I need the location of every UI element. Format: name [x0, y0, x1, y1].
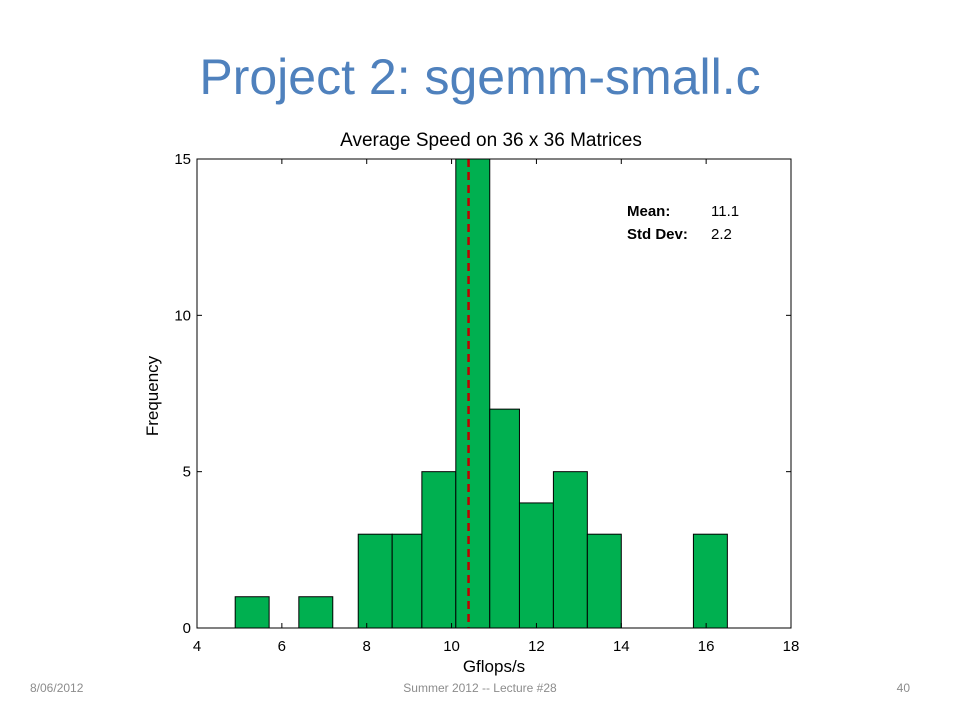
stats-mean-label: Mean: [627, 203, 670, 220]
x-tick-label: 8 [363, 638, 371, 655]
footer-date: 8/06/2012 [30, 681, 84, 695]
y-tick-label: 10 [174, 307, 191, 324]
histogram-bar-3 [391, 533, 423, 629]
x-axis-label: Gflops/s [463, 657, 525, 676]
stats-mean-value: 11.1 [711, 203, 739, 220]
histogram-bar-4 [421, 471, 457, 629]
x-tick-label: 10 [443, 638, 460, 655]
x-tick-label: 12 [528, 638, 545, 655]
y-axis-label: Frequency [143, 355, 162, 436]
histogram-bar-5 [455, 158, 491, 629]
plot-area-border [196, 158, 792, 629]
x-tick-label: 4 [193, 638, 201, 655]
x-tick-label: 18 [783, 638, 800, 655]
histogram-bar-10 [692, 533, 728, 629]
histogram-bar-0 [234, 596, 270, 629]
slide-title: Project 2: sgemm-small.c [199, 49, 761, 105]
ticks-group: 4 6 8 10 12 14 16 18 0 5 10 15 [174, 151, 799, 655]
y-tick-label: 5 [183, 464, 191, 481]
histogram-bar-7 [518, 502, 554, 629]
footer-page-number: 40 [896, 681, 910, 695]
chart-title: Average Speed on 36 x 36 Matrices [340, 130, 642, 151]
y-tick-label: 15 [174, 151, 191, 168]
stats-std-value: 2.2 [711, 226, 732, 243]
stats-std-label: Std Dev: [627, 226, 688, 243]
histogram-bar-1 [298, 596, 334, 629]
histogram-bar-2 [357, 533, 393, 629]
histogram-bar-8 [552, 471, 588, 629]
bars-group [234, 158, 728, 629]
x-tick-label: 16 [698, 638, 715, 655]
x-tick-label: 14 [613, 638, 630, 655]
x-tick-label: 6 [278, 638, 286, 655]
histogram-bar-9 [586, 533, 622, 629]
footer-course: Summer 2012 -- Lecture #28 [403, 681, 557, 695]
y-tick-label: 0 [183, 620, 191, 637]
histogram-bar-6 [489, 408, 520, 629]
